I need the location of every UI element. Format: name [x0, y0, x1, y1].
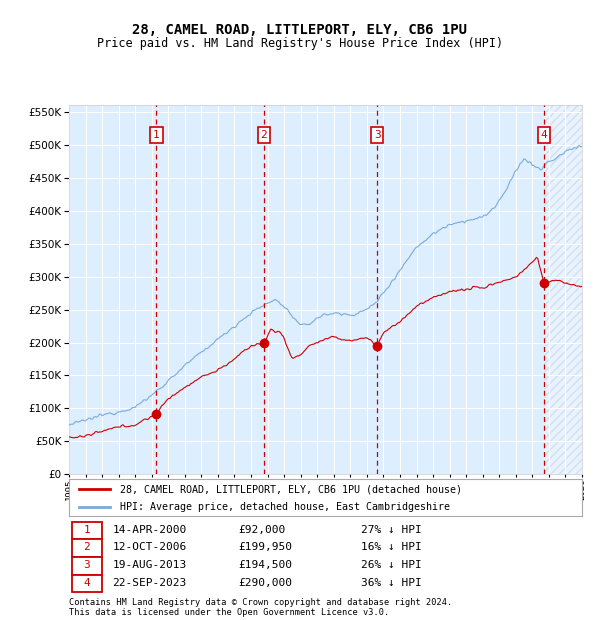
- FancyBboxPatch shape: [71, 557, 103, 575]
- FancyBboxPatch shape: [71, 522, 103, 539]
- Text: 14-APR-2000: 14-APR-2000: [113, 525, 187, 535]
- FancyBboxPatch shape: [71, 539, 103, 557]
- Text: 22-SEP-2023: 22-SEP-2023: [113, 578, 187, 588]
- Text: Price paid vs. HM Land Registry's House Price Index (HPI): Price paid vs. HM Land Registry's House …: [97, 37, 503, 50]
- Text: 26% ↓ HPI: 26% ↓ HPI: [361, 560, 422, 570]
- FancyBboxPatch shape: [71, 575, 103, 592]
- Text: This data is licensed under the Open Government Licence v3.0.: This data is licensed under the Open Gov…: [69, 608, 389, 617]
- Text: 1: 1: [153, 130, 160, 140]
- Text: £199,950: £199,950: [238, 542, 292, 552]
- Text: £194,500: £194,500: [238, 560, 292, 570]
- Text: 2: 2: [83, 542, 91, 552]
- Text: 2: 2: [260, 130, 268, 140]
- Text: 19-AUG-2013: 19-AUG-2013: [113, 560, 187, 570]
- Text: 3: 3: [83, 560, 91, 570]
- Text: 1: 1: [83, 525, 91, 535]
- Text: £92,000: £92,000: [238, 525, 286, 535]
- Text: HPI: Average price, detached house, East Cambridgeshire: HPI: Average price, detached house, East…: [121, 502, 450, 512]
- Text: 36% ↓ HPI: 36% ↓ HPI: [361, 578, 422, 588]
- Text: 28, CAMEL ROAD, LITTLEPORT, ELY, CB6 1PU (detached house): 28, CAMEL ROAD, LITTLEPORT, ELY, CB6 1PU…: [121, 484, 463, 494]
- Text: 4: 4: [83, 578, 91, 588]
- Text: 16% ↓ HPI: 16% ↓ HPI: [361, 542, 422, 552]
- Text: 28, CAMEL ROAD, LITTLEPORT, ELY, CB6 1PU: 28, CAMEL ROAD, LITTLEPORT, ELY, CB6 1PU: [133, 23, 467, 37]
- Text: 3: 3: [374, 130, 380, 140]
- Text: 27% ↓ HPI: 27% ↓ HPI: [361, 525, 422, 535]
- Text: 12-OCT-2006: 12-OCT-2006: [113, 542, 187, 552]
- Text: 4: 4: [541, 130, 548, 140]
- Text: Contains HM Land Registry data © Crown copyright and database right 2024.: Contains HM Land Registry data © Crown c…: [69, 598, 452, 607]
- Text: £290,000: £290,000: [238, 578, 292, 588]
